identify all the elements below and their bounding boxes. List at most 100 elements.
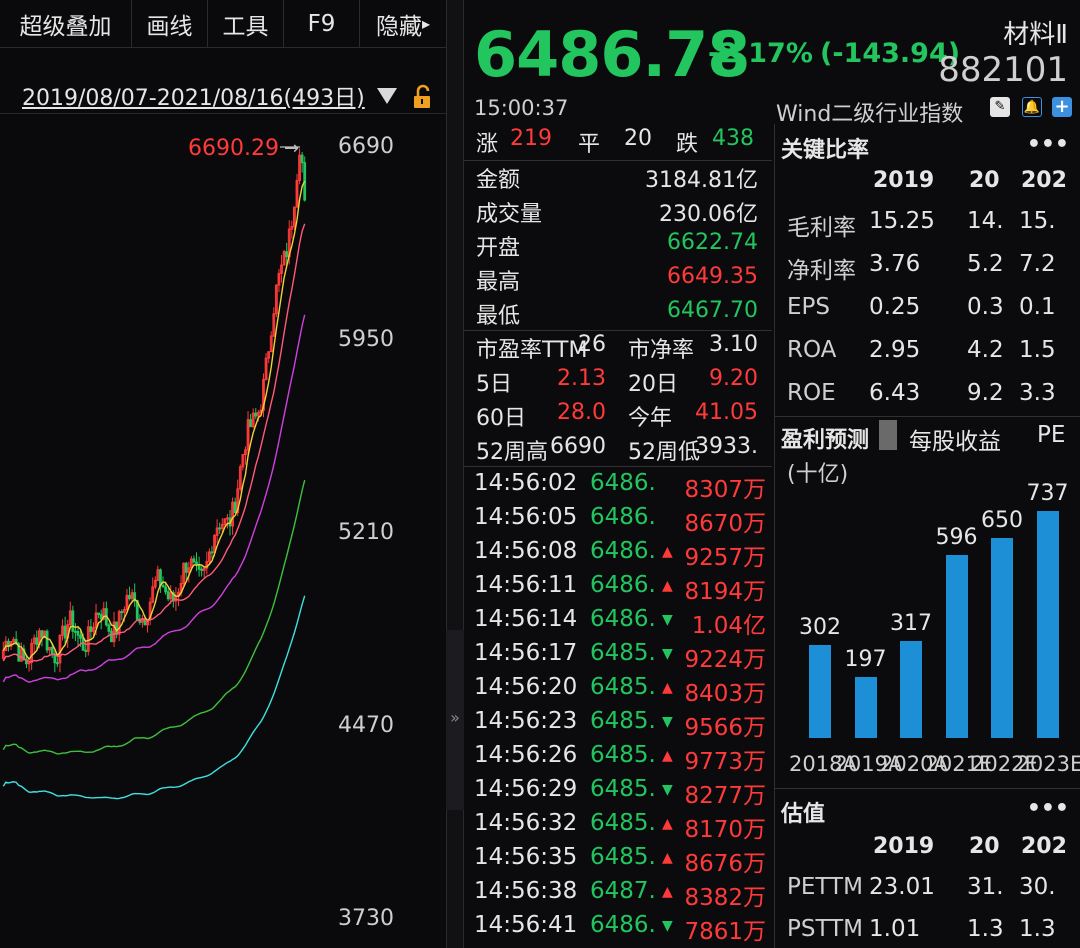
tick-row[interactable]: 14:56:05 6486. 8670万 bbox=[464, 504, 772, 538]
stat-row: 成交量 230.06亿 bbox=[464, 196, 772, 230]
security-code: 882101 bbox=[938, 50, 1068, 90]
overlay-button[interactable]: 超级叠加 bbox=[0, 0, 132, 48]
ratio-label: ROA bbox=[787, 337, 837, 363]
breadth-flat-label: 平 bbox=[578, 132, 601, 157]
candle-body bbox=[256, 412, 260, 417]
valuation-value: 30. bbox=[1019, 874, 1056, 900]
candle-body bbox=[110, 630, 113, 643]
ma10-line bbox=[2, 223, 306, 663]
tick-row[interactable]: 14:56:08 6486. ▲ 9257万 bbox=[464, 538, 772, 572]
tick-row[interactable]: 14:56:41 6486. ▼ 7861万 bbox=[464, 912, 772, 946]
col-header: 2019 bbox=[873, 834, 935, 859]
stat-row: 金额 3184.81亿 bbox=[464, 162, 772, 196]
tick-row[interactable]: 14:56:02 6486. 8307万 bbox=[464, 470, 772, 504]
metric-label: 市盈率TTM bbox=[476, 338, 588, 363]
candle-body bbox=[58, 634, 62, 664]
candle-body bbox=[264, 357, 268, 381]
plus-icon[interactable]: + bbox=[1052, 97, 1072, 117]
tick-price: 6485. bbox=[590, 640, 656, 666]
valuation-value: 31. bbox=[967, 874, 1004, 900]
candle-body bbox=[231, 501, 234, 527]
tab-separator bbox=[879, 420, 897, 450]
tick-row[interactable]: 14:56:17 6485. ▼ 9224万 bbox=[464, 640, 772, 674]
candle-body bbox=[92, 627, 95, 632]
tick-row[interactable]: 14:56:11 6486. ▲ 8194万 bbox=[464, 572, 772, 606]
tab-eps[interactable]: 每股收益 bbox=[909, 429, 1001, 455]
metric-value: 28.0 bbox=[557, 400, 606, 425]
tab-pe[interactable]: PE bbox=[1037, 422, 1066, 448]
candle-body bbox=[81, 637, 85, 651]
tick-time: 14:56:02 bbox=[474, 470, 578, 496]
ratio-value: 7.2 bbox=[1019, 251, 1056, 277]
candle-body bbox=[267, 351, 271, 359]
candle-body bbox=[22, 648, 26, 661]
collapse-handle[interactable]: » bbox=[446, 630, 464, 810]
candle-body bbox=[164, 586, 167, 593]
tick-row[interactable]: 14:56:23 6485. ▼ 9566万 bbox=[464, 708, 772, 742]
lock-icon[interactable] bbox=[410, 84, 436, 110]
more-icon[interactable]: ••• bbox=[1026, 132, 1069, 157]
ma-lines bbox=[2, 180, 306, 800]
valuation-value: 1.3 bbox=[967, 916, 1004, 942]
tick-time: 14:56:05 bbox=[474, 504, 578, 530]
tick-time: 14:56:20 bbox=[474, 674, 578, 700]
arrow-down-icon: ▼ bbox=[662, 612, 673, 628]
candle-body bbox=[63, 625, 67, 639]
tick-price: 6486. bbox=[590, 606, 656, 632]
ratio-label: ROE bbox=[787, 380, 836, 406]
tick-row[interactable]: 14:56:26 6485. ▲ 9773万 bbox=[464, 742, 772, 776]
candle-body bbox=[130, 592, 134, 600]
valuation-label: PETTM bbox=[787, 874, 863, 900]
arrow-up-icon: ▲ bbox=[662, 578, 673, 594]
candle-body bbox=[238, 466, 242, 490]
chart-toolbar: 超级叠加 画线 工具 F9 隐藏 ▸ bbox=[0, 0, 446, 48]
ratio-value: 3.76 bbox=[869, 251, 921, 277]
divider bbox=[464, 330, 772, 331]
breadth-down-label: 跌 bbox=[676, 132, 699, 157]
metric-row: 52周高 6690 52周低 3933. bbox=[464, 434, 772, 468]
candle-body bbox=[102, 608, 106, 620]
metric-row: 60日 28.0 今年 41.05 bbox=[464, 400, 772, 434]
col-header: 20 bbox=[969, 168, 1000, 193]
bar-value-label: 317 bbox=[890, 610, 932, 636]
metric-label: 市净率 bbox=[628, 338, 695, 363]
tick-row[interactable]: 14:56:14 6486. ▼ 1.04亿 bbox=[464, 606, 772, 640]
tick-price: 6485. bbox=[590, 810, 656, 836]
stat-row: 开盘 6622.74 bbox=[464, 230, 772, 264]
tab-profit-forecast[interactable]: 盈利预测 bbox=[781, 428, 870, 453]
f9-button[interactable]: F9 bbox=[284, 0, 360, 48]
hide-button[interactable]: 隐藏 ▸ bbox=[360, 0, 446, 48]
candle-body bbox=[156, 569, 160, 582]
tick-row[interactable]: 14:56:32 6485. ▲ 8170万 bbox=[464, 810, 772, 844]
more-icon[interactable]: ••• bbox=[1026, 796, 1069, 821]
tick-time: 14:56:26 bbox=[474, 742, 578, 768]
metric-value: 26 bbox=[578, 332, 606, 357]
date-range-selector[interactable]: 2019/08/07-2021/08/16(493日) bbox=[22, 86, 365, 111]
candle-body bbox=[30, 642, 34, 663]
triangle-down-icon[interactable] bbox=[376, 86, 398, 106]
tick-price: 6486. bbox=[590, 504, 656, 530]
draw-line-button[interactable]: 画线 bbox=[132, 0, 208, 48]
bar-value-label: 737 bbox=[1026, 481, 1069, 507]
kline-chart[interactable]: 6690.29 → 6690 5950 5210 4470 3730 bbox=[0, 114, 446, 948]
ratio-value: 6.43 bbox=[869, 380, 921, 406]
metric-value: 2.13 bbox=[557, 366, 606, 391]
bell-icon[interactable]: 🔔 bbox=[1022, 97, 1042, 117]
candle-body bbox=[169, 592, 173, 600]
stat-row: 最低 6467.70 bbox=[464, 298, 772, 332]
tick-row[interactable]: 14:56:38 6487. ▲ 8382万 bbox=[464, 878, 772, 912]
edit-icon[interactable]: ✎ bbox=[990, 97, 1010, 117]
tick-price: 6486. bbox=[590, 538, 656, 564]
x-axis-label: 2018A bbox=[789, 752, 857, 776]
y-tick-label: 5950 bbox=[338, 327, 394, 352]
stat-value: 6622.74 bbox=[667, 230, 758, 255]
kline-panel[interactable]: 超级叠加 画线 工具 F9 隐藏 ▸ 2019/08/07-2021/08/16(… bbox=[0, 0, 446, 948]
ratio-value: 14. bbox=[967, 208, 1004, 234]
candle-body bbox=[251, 412, 255, 428]
candles bbox=[1, 148, 307, 673]
tick-row[interactable]: 14:56:20 6485. ▲ 8403万 bbox=[464, 674, 772, 708]
candle-body bbox=[300, 154, 304, 164]
tools-button[interactable]: 工具 bbox=[208, 0, 284, 48]
tick-row[interactable]: 14:56:29 6485. ▼ 8277万 bbox=[464, 776, 772, 810]
tick-row[interactable]: 14:56:35 6485. ▲ 8676万 bbox=[464, 844, 772, 878]
